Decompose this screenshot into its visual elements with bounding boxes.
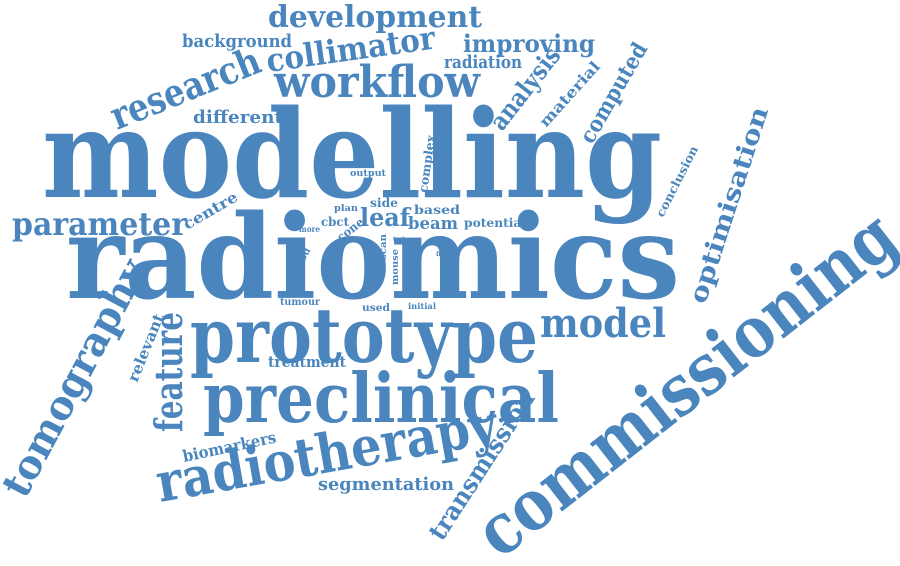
word-background: background [182,31,292,52]
word-side: side [370,196,398,210]
word-mouse: mouse [391,249,401,285]
word-used: used [362,303,390,314]
word-treatment: treatment [268,353,346,371]
word-workflow: workflow [273,57,481,108]
word-development: development [268,0,482,35]
word-radiomics: radiomics [66,190,680,326]
word-parameter: parameter [12,205,188,243]
word-different: different [193,107,284,128]
word-model: model [540,300,666,347]
word-radiation: radiation [444,52,522,73]
word-modelling: modelling [42,82,662,226]
word-based: based [414,203,461,217]
word-segmentation: segmentation [318,474,454,495]
word-improving: improving [463,29,595,58]
word-beam: beam [408,214,458,234]
word-tilted: tilted [403,266,414,296]
word-feature: feature [146,312,191,432]
word-tumour: tumour [280,297,321,308]
word-preclinical: preclinical [203,359,559,439]
word-leaf: leaf [360,203,412,232]
word-plan: plan [334,204,358,214]
word-test: test [393,236,405,243]
word-scan: scan [379,233,389,260]
word-more: more [299,224,320,234]
word-output: output [350,169,387,179]
word-cbct: cbct [321,215,349,229]
word-prototype: prototype [190,291,538,380]
word-field: field [436,251,453,258]
word-potential: potential [464,216,526,230]
word-initial: initial [408,301,436,311]
